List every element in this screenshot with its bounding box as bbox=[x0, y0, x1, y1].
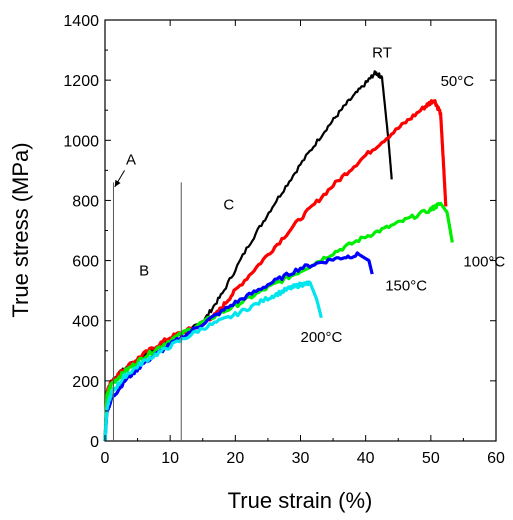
y-tick-label: 800 bbox=[72, 193, 99, 210]
x-tick-label: 20 bbox=[226, 450, 244, 467]
region-label-b: B bbox=[139, 263, 149, 280]
annotation-layer: RT 50°C 100°C 150°C 200°C A B C bbox=[112, 45, 505, 441]
series-line-150c bbox=[103, 251, 374, 442]
y-tick-label: 400 bbox=[72, 314, 99, 331]
series-label: 150°C bbox=[385, 278, 427, 295]
series-label: 50°C bbox=[441, 73, 475, 90]
series-line-50c bbox=[103, 99, 448, 442]
x-tick-label: 30 bbox=[292, 450, 310, 467]
series-label: 100°C bbox=[463, 254, 505, 271]
x-tick-label: 50 bbox=[422, 450, 440, 467]
x-tick-label: 10 bbox=[161, 450, 179, 467]
plot-area bbox=[104, 19, 497, 442]
y-axis-title: True stress (MPa) bbox=[8, 142, 33, 317]
plot-frame bbox=[104, 19, 497, 442]
series-label: 200°C bbox=[301, 329, 343, 346]
series-label: RT bbox=[372, 45, 392, 62]
y-tick-label: 600 bbox=[72, 254, 99, 271]
arrow-head bbox=[114, 179, 121, 187]
region-label-c: C bbox=[223, 196, 234, 213]
y-tick-label: 1000 bbox=[63, 133, 99, 150]
x-tick-label: 60 bbox=[487, 450, 505, 467]
y-tick-label: 1200 bbox=[63, 73, 99, 90]
x-tick-label: 40 bbox=[357, 450, 375, 467]
series-line-100c bbox=[103, 201, 454, 442]
series-layer bbox=[103, 70, 454, 442]
y-tick-label: 0 bbox=[90, 434, 99, 451]
x-axis-title: True strain (%) bbox=[228, 488, 373, 513]
x-tick-label: 0 bbox=[101, 450, 110, 467]
y-tick-label: 200 bbox=[72, 374, 99, 391]
y-tick-label: 1400 bbox=[63, 13, 99, 30]
region-label-a: A bbox=[126, 151, 136, 168]
